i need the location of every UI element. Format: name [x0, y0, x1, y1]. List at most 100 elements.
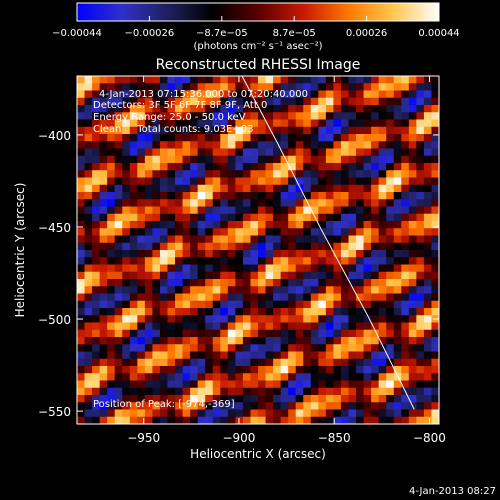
heatmap-cell: [220, 250, 229, 258]
heatmap-cell: [325, 155, 335, 164]
heatmap-cell: [137, 105, 146, 113]
heatmap-cell: [197, 177, 206, 186]
heatmap-cell: [258, 199, 267, 208]
heatmap-cell: [107, 213, 116, 222]
heatmap-cell: [416, 141, 425, 150]
heatmap-cell: [175, 293, 184, 302]
heatmap-cell: [265, 83, 274, 92]
heatmap-cell: [386, 409, 395, 418]
heatmap-cell: [356, 97, 365, 106]
heatmap-cell: [114, 322, 123, 331]
heatmap-cell: [273, 416, 282, 424]
heatmap-cell: [77, 105, 86, 113]
heatmap-cell: [258, 344, 267, 353]
heatmap-cell: [378, 315, 387, 324]
heatmap-cell: [348, 112, 357, 121]
heatmap-cell: [92, 395, 101, 403]
heatmap-cell: [152, 387, 161, 396]
heatmap-cell: [107, 402, 116, 411]
heatmap-cell: [129, 148, 138, 157]
heatmap-cell: [84, 83, 93, 92]
heatmap-cell: [250, 83, 259, 92]
heatmap-cell: [295, 83, 304, 92]
heatmap-cell: [363, 134, 372, 142]
heatmap-cell: [107, 83, 116, 92]
heatmap-cell: [393, 177, 402, 186]
heatmap-cell: [431, 177, 439, 186]
heatmap-cell: [401, 416, 410, 424]
heatmap-cell: [235, 112, 244, 121]
heatmap-cell: [431, 97, 439, 106]
heatmap-cell: [144, 264, 154, 273]
heatmap-cell: [356, 395, 365, 403]
heatmap-cell: [227, 329, 236, 338]
heatmap-cell: [386, 228, 395, 237]
heatmap-cell: [182, 300, 191, 309]
heatmap-cell: [295, 134, 304, 142]
heatmap-cell: [92, 148, 101, 157]
heatmap-cell: [152, 134, 161, 142]
heatmap-cell: [408, 177, 417, 186]
colorbar-ticks: −0.00044 −0.00026 −8.7e−05 8.7e−05 0.00026 0.…: [52, 16, 460, 39]
heatmap-cell: [288, 366, 297, 374]
heatmap-cell: [431, 163, 439, 171]
heatmap-cell: [371, 257, 380, 266]
heatmap-cell: [386, 119, 395, 128]
heatmap-cell: [356, 90, 365, 99]
heatmap-cell: [227, 322, 236, 331]
heatmap-cell: [333, 126, 342, 135]
heatmap-cell: [242, 279, 252, 287]
heatmap-cell: [159, 366, 169, 374]
heatmap-cell: [318, 329, 327, 338]
heatmap-cell: [107, 358, 116, 367]
heatmap-cell: [152, 112, 161, 121]
heatmap-cell: [423, 148, 433, 157]
heatmap-cell: [242, 90, 252, 99]
heatmap-cell: [242, 242, 252, 251]
heatmap-cell: [144, 308, 154, 316]
heatmap-cell: [84, 315, 93, 324]
heatmap-cell: [408, 380, 417, 389]
heatmap-cell: [280, 380, 289, 389]
heatmap-cell: [152, 177, 161, 186]
heatmap-cell: [265, 366, 274, 374]
heatmap-cell: [197, 126, 206, 135]
heatmap-cell: [273, 315, 282, 324]
heatmap-cell: [265, 380, 274, 389]
heatmap-cell: [77, 213, 86, 222]
heatmap-cell: [167, 250, 176, 258]
heatmap-cell: [205, 409, 214, 418]
heatmap-cell: [393, 119, 402, 128]
heatmap-cell: [318, 344, 327, 353]
heatmap-cell: [356, 192, 365, 200]
heatmap-cell: [401, 155, 410, 164]
heatmap-cell: [386, 221, 395, 229]
heatmap-cell: [250, 308, 259, 316]
heatmap-cell: [303, 351, 312, 360]
heatmap-cell: [92, 192, 101, 200]
heatmap-cell: [408, 126, 417, 135]
heatmap-cell: [235, 409, 244, 418]
heatmap-cell: [295, 199, 304, 208]
heatmap-cell: [137, 416, 146, 424]
heatmap-cell: [340, 344, 350, 353]
heatmap-cell: [318, 373, 327, 382]
heatmap-cell: [114, 293, 123, 302]
heatmap-cell: [129, 366, 138, 374]
heatmap-cell: [258, 395, 267, 403]
heatmap-cell: [182, 387, 191, 396]
heatmap-cell: [273, 76, 282, 84]
heatmap-cell: [431, 264, 439, 273]
heatmap-cell: [318, 250, 327, 258]
heatmap-cell: [408, 213, 417, 222]
heatmap-cell: [175, 300, 184, 309]
heatmap-cell: [107, 337, 116, 345]
heatmap-cell: [371, 409, 380, 418]
heatmap-cell: [92, 76, 101, 84]
heatmap-cell: [386, 148, 395, 157]
heatmap-cell: [114, 264, 123, 273]
heatmap-cell: [408, 279, 417, 287]
heatmap-cell: [99, 199, 108, 208]
heatmap-cell: [220, 141, 229, 150]
